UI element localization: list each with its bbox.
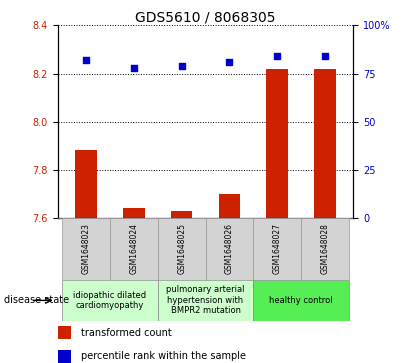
Text: pulmonary arterial
hypertension with
BMPR2 mutation: pulmonary arterial hypertension with BMP…	[166, 285, 245, 315]
Bar	[206, 218, 253, 280]
Point	[274, 53, 280, 59]
Bar	[171, 211, 192, 218]
Bar	[62, 218, 110, 280]
Point	[178, 63, 185, 69]
Bar	[219, 194, 240, 218]
Point	[83, 57, 90, 63]
Bar	[158, 218, 206, 280]
Text: GSM1648023: GSM1648023	[82, 223, 91, 274]
Bar	[301, 218, 349, 280]
Bar	[158, 280, 253, 321]
Bar	[58, 350, 71, 363]
Bar	[110, 218, 158, 280]
Bar	[253, 218, 301, 280]
Text: transformed count: transformed count	[81, 328, 172, 338]
Text: disease state: disease state	[4, 295, 69, 305]
Point	[226, 59, 233, 65]
Text: GSM1648026: GSM1648026	[225, 223, 234, 274]
Bar	[76, 150, 97, 218]
Point	[321, 53, 328, 59]
Bar	[123, 208, 145, 218]
Bar	[58, 326, 71, 339]
Text: GSM1648028: GSM1648028	[320, 223, 329, 274]
Text: GSM1648025: GSM1648025	[177, 223, 186, 274]
Bar	[266, 69, 288, 218]
Text: healthy control: healthy control	[269, 296, 333, 305]
Point	[131, 65, 137, 71]
Text: GSM1648024: GSM1648024	[129, 223, 139, 274]
Bar	[62, 280, 158, 321]
Text: percentile rank within the sample: percentile rank within the sample	[81, 351, 246, 361]
Text: idiopathic dilated
cardiomyopathy: idiopathic dilated cardiomyopathy	[74, 291, 147, 310]
Text: GSM1648027: GSM1648027	[272, 223, 282, 274]
Bar	[253, 280, 349, 321]
Title: GDS5610 / 8068305: GDS5610 / 8068305	[135, 10, 276, 24]
Bar	[314, 69, 335, 218]
